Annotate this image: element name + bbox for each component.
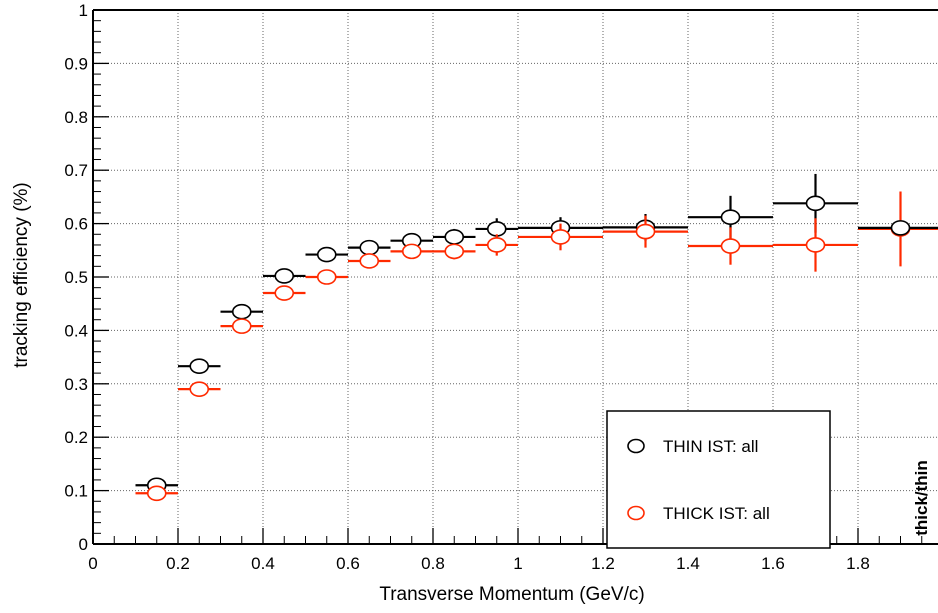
- tick-labels: 0 0.1 0.2 0.3 0.4 0.5 0.6 0.7 0.8 0.9 1 0 0.2 0.4 0.6 0…: [64, 1, 869, 573]
- data-point: [359, 253, 380, 269]
- y-tick-label: 0.5: [64, 268, 88, 287]
- x-tick-label: 1: [513, 554, 522, 573]
- data-point: [720, 238, 741, 254]
- series-3: [858, 220, 938, 236]
- data-point: [805, 237, 826, 253]
- data-point: [635, 223, 656, 240]
- y-tick-label: 0: [79, 535, 88, 554]
- legend: THIN IST: all THICK IST: all: [606, 410, 831, 549]
- y-tick-label: 0.8: [64, 108, 88, 127]
- x-tick-label: 0.2: [166, 554, 190, 573]
- data-point: [401, 243, 422, 260]
- x-tick-label: 0: [88, 554, 97, 573]
- data-point: [720, 209, 741, 225]
- data-point: [805, 195, 826, 212]
- y-axis-label: tracking efficiency (%): [11, 182, 32, 368]
- data-point: [359, 239, 380, 256]
- x-tick-label: 1.4: [676, 554, 700, 573]
- axis-ticks: [92, 9, 923, 545]
- data-point: [274, 268, 295, 284]
- data-point: [890, 220, 911, 236]
- data-point: [486, 221, 507, 237]
- data-point: [189, 381, 210, 397]
- data-point: [486, 237, 507, 253]
- x-axis-label: Transverse Momentum (GeV/c): [379, 584, 644, 605]
- data-point: [274, 285, 295, 301]
- y-tick-label: 0.4: [64, 321, 88, 340]
- data-point: [316, 246, 337, 263]
- data-point: [231, 318, 252, 334]
- data-point: [231, 303, 252, 320]
- y-tick-label: 0.1: [64, 482, 88, 501]
- side-label: thick/thin: [912, 460, 931, 536]
- legend-label: THIN IST: all: [663, 437, 758, 456]
- y-tick-label: 0.6: [64, 215, 88, 234]
- legend-box: [606, 410, 831, 549]
- x-tick-label: 0.6: [336, 554, 360, 573]
- y-tick-label: 0.7: [64, 161, 88, 180]
- legend-marker: [627, 438, 645, 454]
- data-point: [316, 269, 337, 285]
- x-tick-label: 1.2: [591, 554, 615, 573]
- data-point: [444, 243, 465, 260]
- x-tick-label: 0.8: [421, 554, 445, 573]
- y-tick-label: 0.3: [64, 375, 88, 394]
- data-point: [146, 485, 167, 502]
- data-point: [444, 229, 465, 245]
- data-point: [189, 358, 210, 374]
- x-tick-label: 1.8: [846, 554, 870, 573]
- y-tick-label: 1: [79, 1, 88, 20]
- legend-label: THICK IST: all: [663, 504, 770, 523]
- x-tick-label: 1.6: [761, 554, 785, 573]
- y-tick-label: 0.2: [64, 428, 88, 447]
- data-marks: [135, 173, 938, 502]
- data-point: [550, 229, 571, 245]
- y-tick-label: 0.9: [64, 54, 88, 73]
- x-tick-label: 0.4: [251, 554, 275, 573]
- legend-marker: [627, 505, 645, 521]
